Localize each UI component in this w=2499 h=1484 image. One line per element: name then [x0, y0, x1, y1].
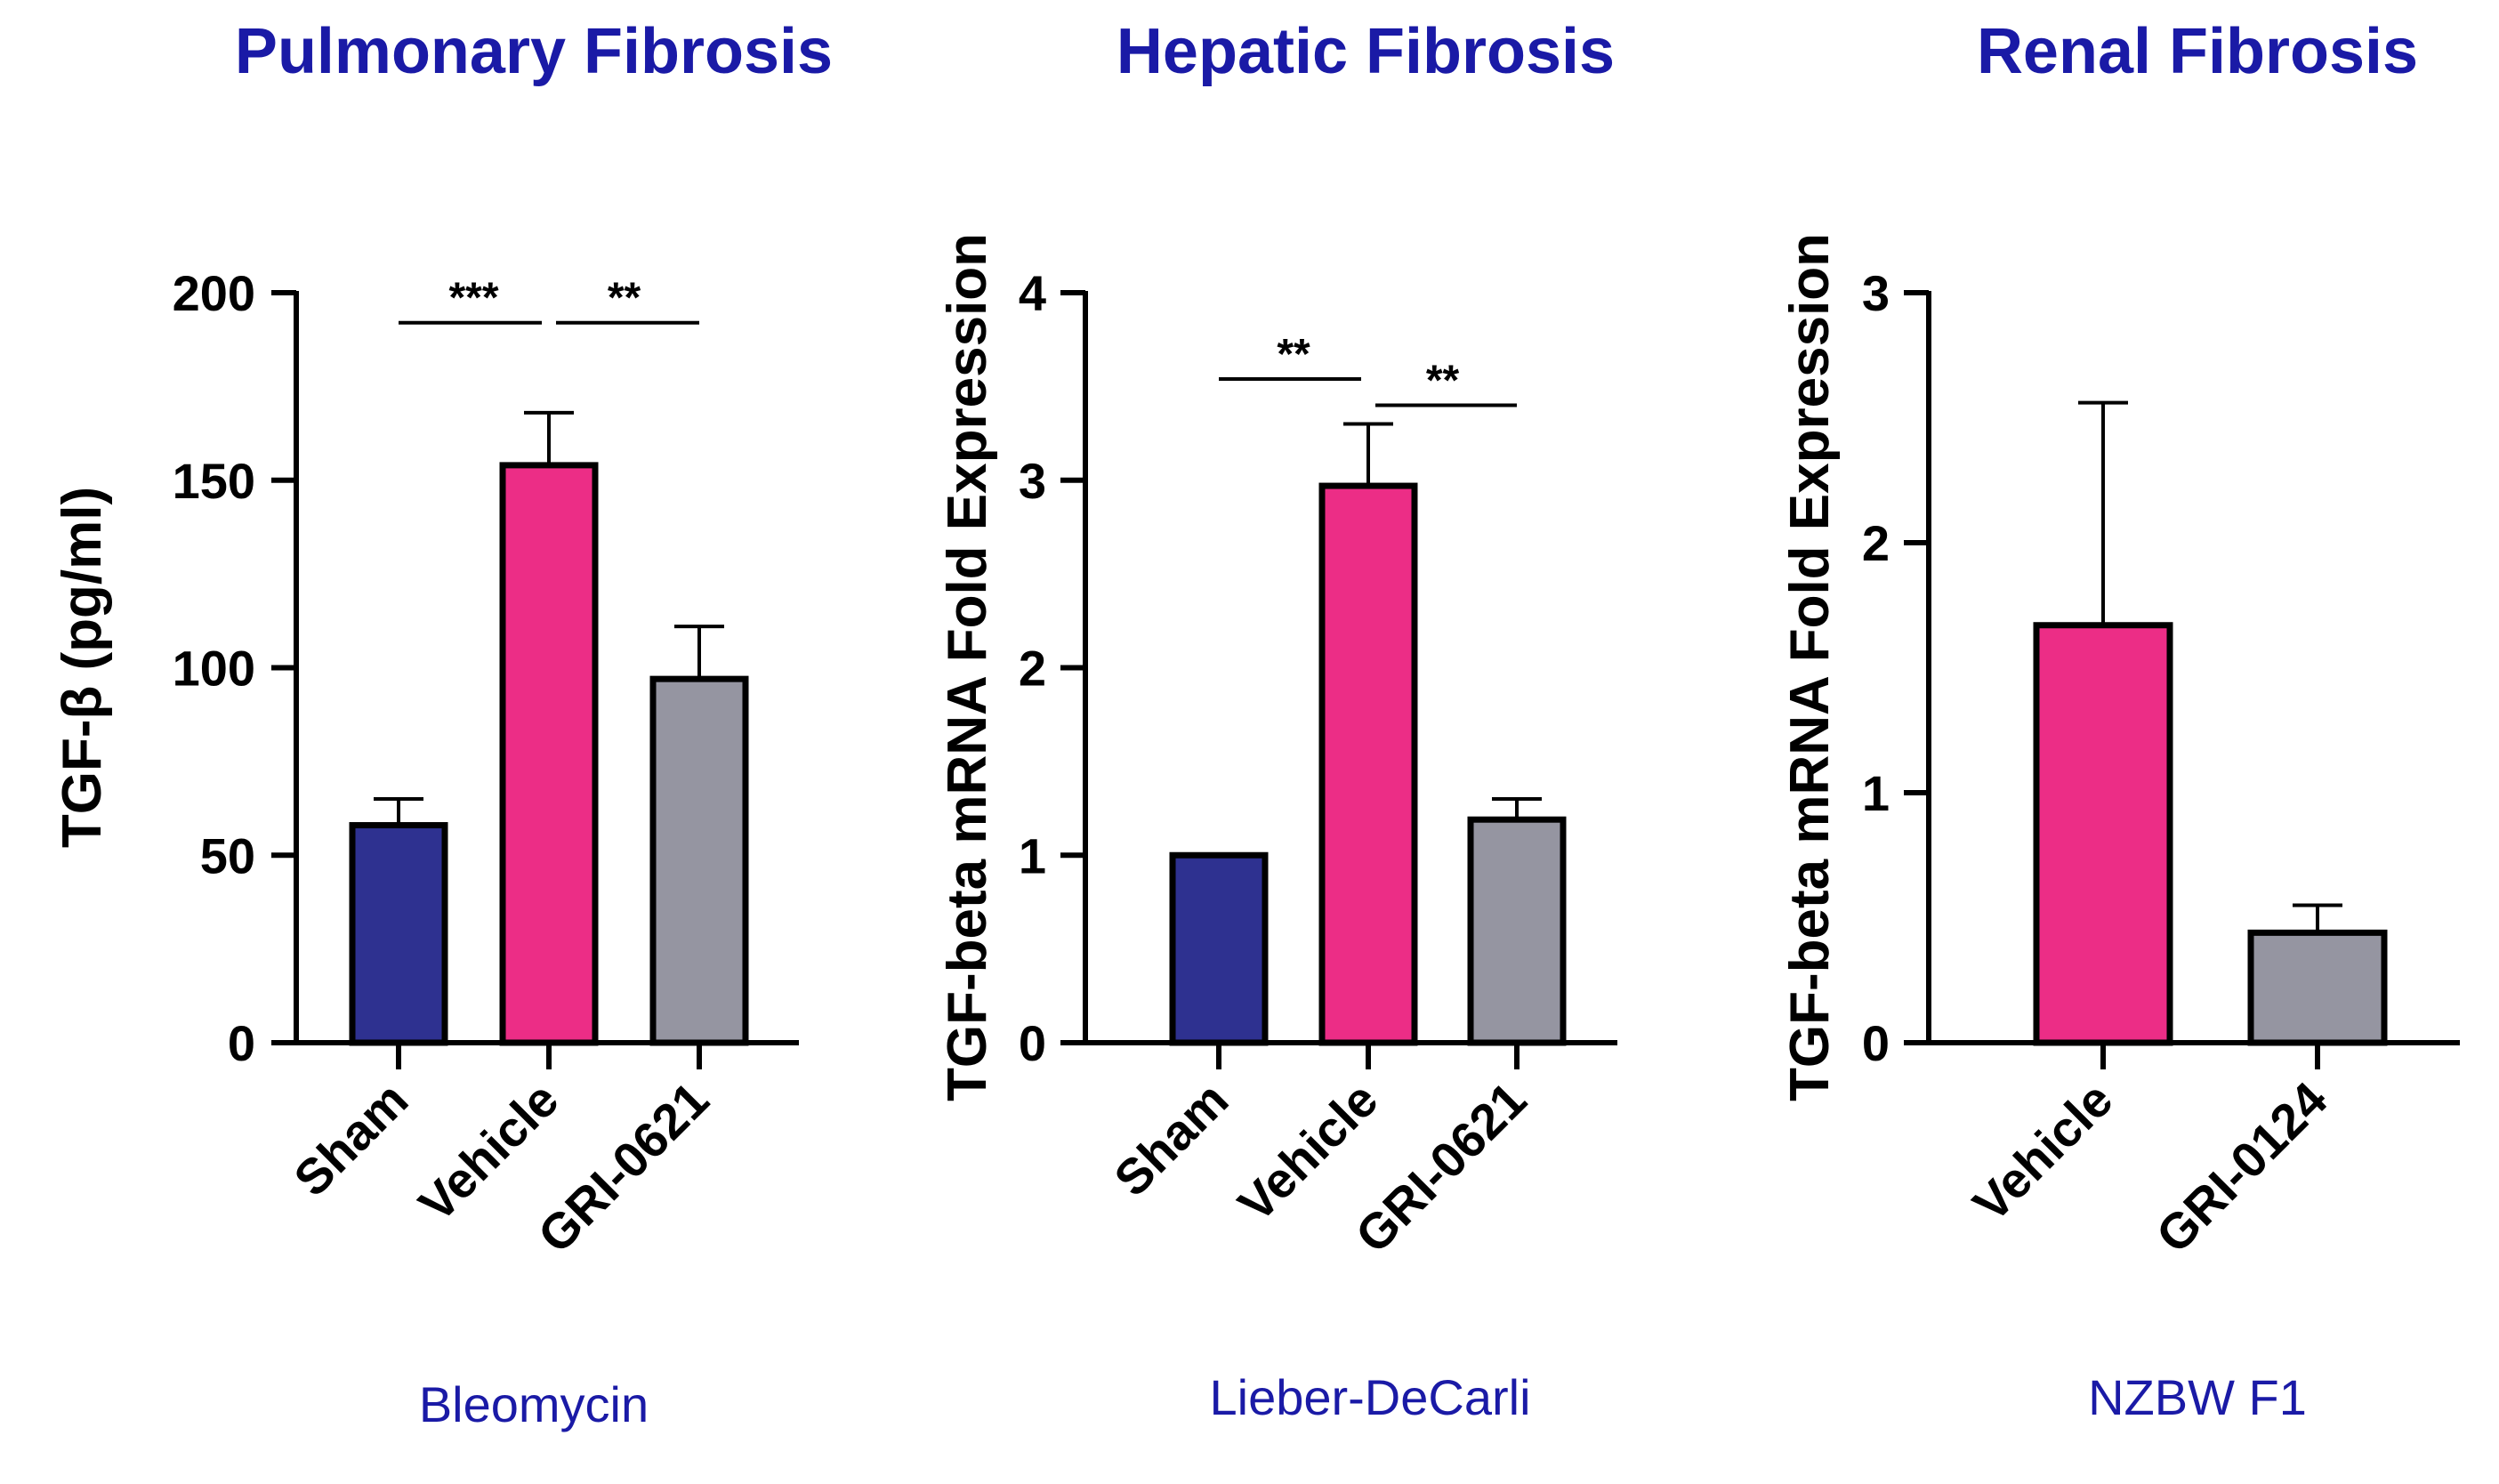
- significance-label: **: [608, 275, 641, 322]
- y-axis-label: TGF-beta mRNA Fold Expression: [1779, 233, 1841, 1101]
- bar-gri-0124: [2247, 929, 2388, 1046]
- significance-label: ***: [448, 275, 498, 322]
- y-tick-label: 50: [200, 827, 255, 883]
- y-axis-label: TGF-beta mRNA Fold Expression: [937, 233, 998, 1101]
- bar-vehicle: [1318, 482, 1418, 1046]
- bar-vehicle: [2033, 622, 2173, 1046]
- y-tick-label: 3: [1862, 265, 1890, 321]
- significance-label: **: [1426, 357, 1460, 404]
- y-tick-label: 1: [1019, 827, 1046, 883]
- y-tick-label: 0: [1862, 1015, 1890, 1071]
- chart-subtitle: Lieber-DeCarli: [1209, 1369, 1530, 1425]
- y-tick-label: 2: [1019, 641, 1046, 697]
- y-tick-label: 2: [1862, 515, 1890, 571]
- y-tick-label: 0: [228, 1015, 255, 1071]
- bar-sham: [349, 822, 448, 1046]
- bar-gri-0621: [1467, 816, 1567, 1046]
- y-tick-label: 3: [1019, 453, 1046, 509]
- bar-gri-0621: [649, 675, 749, 1046]
- chart-subtitle: Bleomycin: [419, 1376, 649, 1432]
- y-tick-label: 150: [173, 453, 255, 509]
- chart-title: Pulmonary Fibrosis: [235, 16, 833, 87]
- chart-panel-1: Pulmonary Fibrosis Bleomycin TGF-β (pg/ml)…: [52, 16, 833, 1432]
- bar-sham: [1169, 851, 1269, 1046]
- y-tick-label: 200: [173, 265, 255, 321]
- y-tick-label: 4: [1019, 265, 1046, 321]
- y-tick-label: 0: [1019, 1015, 1046, 1071]
- bar-vehicle: [499, 462, 599, 1046]
- chart-title: Hepatic Fibrosis: [1116, 16, 1615, 87]
- significance-label: **: [1277, 331, 1310, 378]
- chart-subtitle: NZBW F1: [2088, 1369, 2307, 1425]
- y-tick-label: 100: [173, 641, 255, 697]
- chart-title: Renal Fibrosis: [1977, 16, 2418, 87]
- y-tick-label: 1: [1862, 765, 1890, 821]
- y-axis-label: TGF-β (pg/ml): [52, 487, 113, 848]
